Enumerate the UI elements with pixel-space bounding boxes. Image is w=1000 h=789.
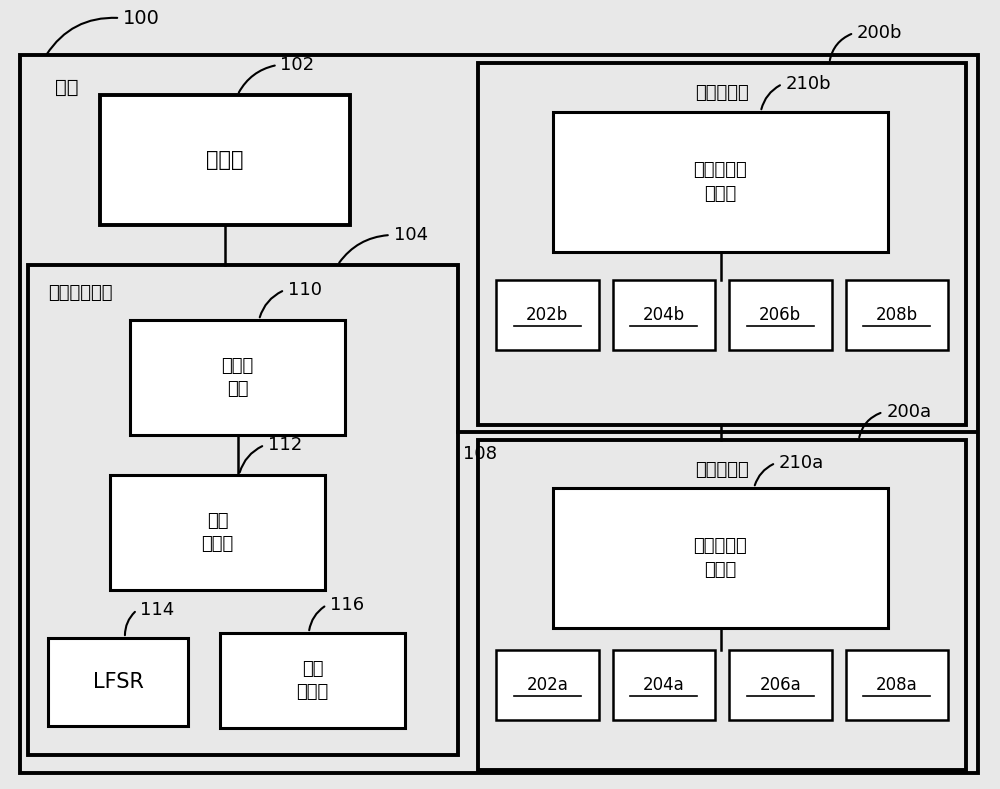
Text: 208b: 208b xyxy=(876,306,918,324)
FancyArrowPatch shape xyxy=(830,34,851,60)
Text: 204a: 204a xyxy=(643,676,685,694)
Bar xyxy=(553,112,888,252)
Bar xyxy=(130,320,345,435)
FancyArrowPatch shape xyxy=(755,464,773,485)
Text: 202a: 202a xyxy=(526,676,568,694)
Text: 训练
寄存器: 训练 寄存器 xyxy=(296,660,329,701)
Bar xyxy=(729,280,832,350)
Text: 206a: 206a xyxy=(759,676,801,694)
Bar xyxy=(553,488,888,628)
Bar xyxy=(612,650,715,720)
Bar xyxy=(100,95,350,225)
Text: 存储器模块: 存储器模块 xyxy=(695,461,749,479)
Text: 202b: 202b xyxy=(526,306,568,324)
Text: 处理器: 处理器 xyxy=(206,150,244,170)
Text: 108: 108 xyxy=(463,445,497,463)
FancyArrowPatch shape xyxy=(46,18,117,54)
Bar xyxy=(110,475,325,590)
Text: 100: 100 xyxy=(123,9,160,28)
FancyArrowPatch shape xyxy=(240,446,262,473)
Text: 200a: 200a xyxy=(886,403,931,421)
Text: 204b: 204b xyxy=(643,306,685,324)
Bar xyxy=(496,280,598,350)
Text: 208a: 208a xyxy=(876,676,918,694)
Text: 存储器模块
控制器: 存储器模块 控制器 xyxy=(694,537,747,579)
Text: 114: 114 xyxy=(140,601,174,619)
Text: 210b: 210b xyxy=(785,75,831,93)
Text: 控制器
逻辑: 控制器 逻辑 xyxy=(221,357,254,398)
FancyArrowPatch shape xyxy=(125,611,135,635)
Text: 206b: 206b xyxy=(759,306,801,324)
Bar xyxy=(846,280,948,350)
FancyArrowPatch shape xyxy=(239,65,275,92)
FancyArrowPatch shape xyxy=(339,235,388,263)
Bar xyxy=(220,633,405,728)
FancyArrowPatch shape xyxy=(260,291,282,317)
Text: 200b: 200b xyxy=(857,24,902,42)
Bar xyxy=(48,638,188,726)
Bar xyxy=(612,280,715,350)
Bar xyxy=(28,265,458,755)
Text: 存储器控制器: 存储器控制器 xyxy=(48,284,112,302)
Text: 116: 116 xyxy=(330,596,364,614)
Text: 112: 112 xyxy=(268,436,302,454)
Bar xyxy=(478,440,966,770)
FancyArrowPatch shape xyxy=(859,413,881,437)
Text: 存储器模块: 存储器模块 xyxy=(695,84,749,102)
Text: 存储器模块
控制器: 存储器模块 控制器 xyxy=(694,161,747,203)
Text: 110: 110 xyxy=(288,281,322,299)
FancyArrowPatch shape xyxy=(761,85,780,110)
Text: 102: 102 xyxy=(280,56,315,74)
Text: 210a: 210a xyxy=(779,454,824,472)
Bar xyxy=(496,650,598,720)
Text: LFSR: LFSR xyxy=(93,672,143,692)
Bar xyxy=(846,650,948,720)
Text: 系统: 系统 xyxy=(55,77,78,96)
Bar xyxy=(478,63,966,425)
Text: 104: 104 xyxy=(394,226,428,244)
FancyArrowPatch shape xyxy=(309,607,324,630)
Bar xyxy=(729,650,832,720)
Text: 相位
插值器: 相位 插值器 xyxy=(201,512,234,553)
